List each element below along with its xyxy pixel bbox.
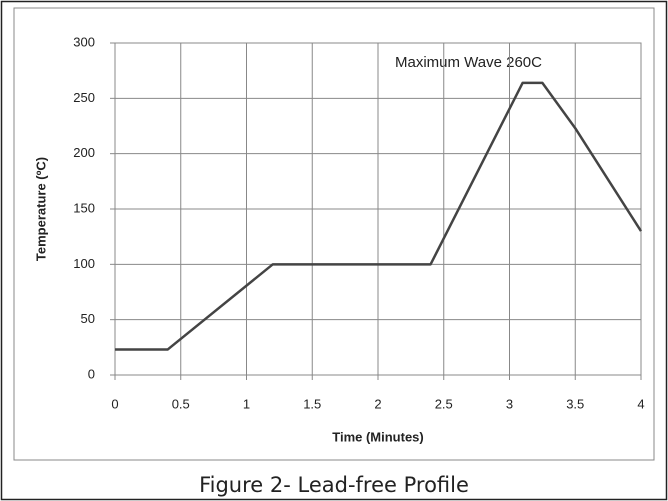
x-tick-label: 0 [111, 396, 118, 411]
y-axis-label: Temperature (ºC) [33, 157, 48, 261]
y-tick-label: 250 [73, 90, 95, 105]
x-tick-label: 2.5 [435, 396, 453, 411]
x-axis-label: Time (Minutes) [332, 429, 424, 444]
y-tick-label: 0 [88, 366, 95, 381]
x-tick-label: 4 [637, 396, 644, 411]
y-tick-label: 100 [73, 256, 95, 271]
annotation: Maximum Wave 260C [395, 54, 542, 71]
y-tick-label: 300 [73, 34, 95, 49]
x-tick-label: 3 [506, 396, 513, 411]
y-tick-label: 150 [73, 200, 95, 215]
y-tick-label: 200 [73, 145, 95, 160]
x-tick-label: 3.5 [566, 396, 584, 411]
x-tick-label: 1.5 [303, 396, 321, 411]
x-tick-label: 2 [374, 396, 381, 411]
chart-border [13, 7, 655, 461]
y-tick-label: 50 [81, 311, 95, 326]
data-line [115, 81, 643, 351]
caption: Figure 2- Lead-free Profile [199, 473, 469, 497]
x-tick-label: 0.5 [172, 396, 190, 411]
x-tick-label: 1 [243, 396, 250, 411]
